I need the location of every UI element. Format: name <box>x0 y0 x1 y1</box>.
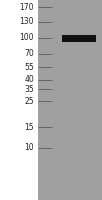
Text: 15: 15 <box>24 122 34 132</box>
Text: 40: 40 <box>24 75 34 84</box>
Bar <box>62 34 96 42</box>
Text: 130: 130 <box>19 18 34 26</box>
Text: 35: 35 <box>24 84 34 94</box>
Text: 55: 55 <box>24 62 34 72</box>
Text: 170: 170 <box>19 2 34 11</box>
Text: 100: 100 <box>19 33 34 43</box>
Text: 70: 70 <box>24 49 34 58</box>
Text: 25: 25 <box>24 97 34 106</box>
Text: 10: 10 <box>24 144 34 152</box>
Bar <box>38 0 102 200</box>
